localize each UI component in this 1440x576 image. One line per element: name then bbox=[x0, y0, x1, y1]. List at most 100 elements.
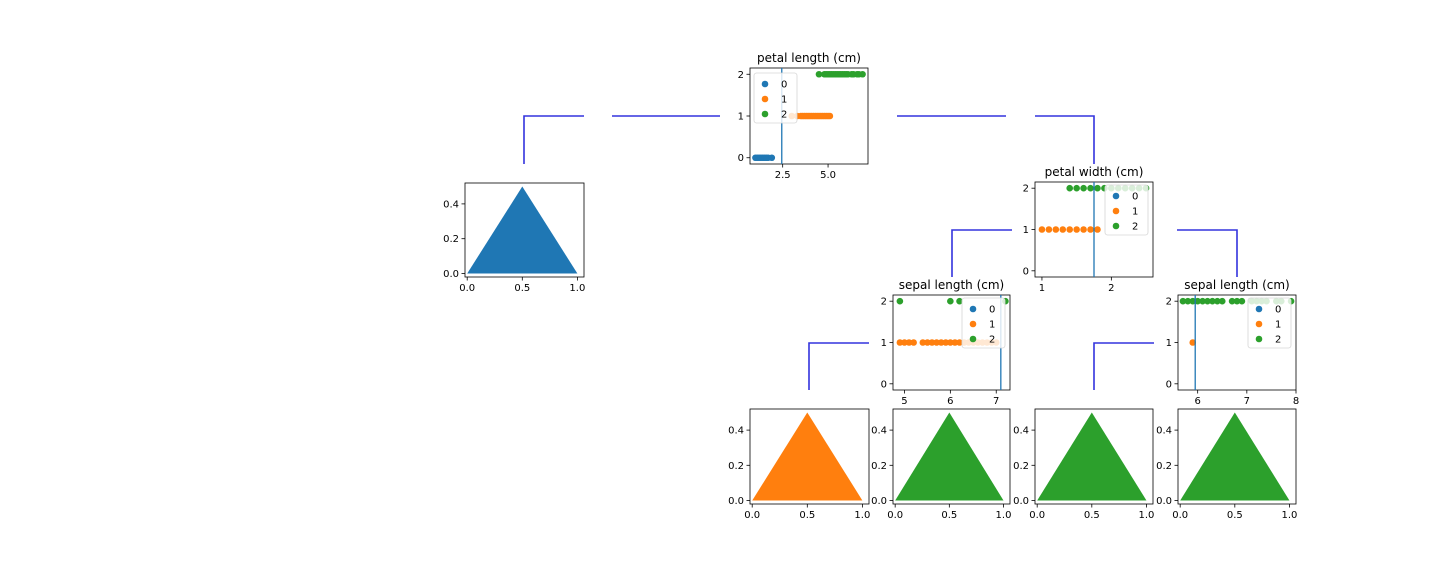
data-point-class-1 bbox=[1189, 339, 1197, 346]
data-point-class-1 bbox=[1038, 226, 1046, 233]
leaf-node-ytick-label: 0.4 bbox=[728, 426, 744, 437]
leaf-node-leaf-n3-left: 0.0 0.5 1.0 0.0 0.2 0.4 bbox=[728, 408, 870, 521]
split-node-xtick-label: 7 bbox=[993, 396, 999, 407]
legend-label-class-2: 2 bbox=[1132, 222, 1138, 233]
leaf-class-triangle bbox=[752, 412, 863, 501]
leaf-node-xtick-label: 1.0 bbox=[1281, 510, 1297, 521]
leaf-node-xtick-label: 0.5 bbox=[514, 283, 530, 294]
data-point-class-1 bbox=[1073, 226, 1080, 233]
split-node-ytick-label: 1 bbox=[1023, 225, 1029, 236]
split-node-ytick-label: 1 bbox=[1166, 338, 1172, 349]
leaf-node-ytick-label: 0.2 bbox=[443, 234, 459, 245]
data-point-class-1 bbox=[826, 112, 834, 120]
split-node-ytick-label: 2 bbox=[1166, 297, 1172, 308]
data-point-class-2 bbox=[815, 70, 823, 78]
split-node-ytick-label: 0 bbox=[738, 153, 744, 164]
leaf-class-triangle bbox=[895, 412, 1004, 501]
data-point-class-1 bbox=[1080, 226, 1087, 233]
leaf-node-ytick-label: 0.2 bbox=[871, 461, 887, 472]
legend-marker-class-1 bbox=[1255, 320, 1263, 328]
data-point-class-2 bbox=[1184, 297, 1192, 305]
data-point-class-2 bbox=[1238, 297, 1246, 305]
legend: 0 1 2 bbox=[753, 72, 798, 124]
legend-marker-class-0 bbox=[1255, 305, 1263, 313]
data-point-class-1 bbox=[937, 339, 945, 346]
data-point-class-1 bbox=[901, 339, 908, 346]
data-point-class-1 bbox=[905, 339, 913, 346]
data-point-class-1 bbox=[910, 339, 917, 346]
data-point-class-1 bbox=[933, 339, 940, 346]
data-point-class-2 bbox=[1214, 297, 1221, 305]
split-node-n3: 5 6 7 0 1 2 sepal length (cm) 0 1 2 bbox=[881, 278, 1011, 407]
leaf-node-xtick-label: 1.0 bbox=[854, 510, 870, 521]
split-node-xtick-label: 8 bbox=[1293, 396, 1299, 407]
data-point-class-2 bbox=[1233, 297, 1241, 305]
data-point-class-1 bbox=[919, 339, 927, 346]
legend-marker-class-2 bbox=[1255, 335, 1263, 343]
leaf-class-triangle bbox=[467, 186, 578, 274]
tree-edge bbox=[523, 115, 584, 164]
leaf-node-xtick-label: 1.0 bbox=[1138, 510, 1154, 521]
split-node-title: petal width (cm) bbox=[1045, 165, 1144, 179]
legend-label-class-0: 0 bbox=[1275, 305, 1281, 316]
legend-marker-class-2 bbox=[761, 110, 769, 118]
data-point-class-2 bbox=[1189, 297, 1197, 305]
split-node-ytick-label: 1 bbox=[738, 112, 744, 123]
leaf-node-xtick-label: 1.0 bbox=[996, 510, 1012, 521]
legend: 0 1 2 bbox=[961, 297, 1006, 349]
data-point-class-1 bbox=[1045, 226, 1053, 233]
legend-frame bbox=[1104, 184, 1149, 236]
split-node-xtick-label: 5.0 bbox=[820, 170, 836, 181]
data-point-class-2 bbox=[1073, 184, 1080, 192]
legend-label-class-0: 0 bbox=[1132, 192, 1138, 203]
tree-edge bbox=[1093, 342, 1154, 390]
legend-marker-class-0 bbox=[761, 80, 769, 88]
split-node-xtick-label: 2 bbox=[1108, 283, 1114, 294]
legend-frame bbox=[1247, 297, 1292, 349]
split-node-ytick-label: 0 bbox=[881, 379, 887, 390]
leaf-node-xtick-label: 0.5 bbox=[1084, 510, 1100, 521]
legend-marker-class-2 bbox=[1112, 222, 1120, 230]
legend-frame bbox=[961, 297, 1006, 349]
split-node-xtick-label: 6 bbox=[947, 396, 953, 407]
split-node-title: sepal length (cm) bbox=[1184, 278, 1289, 292]
tree-edges bbox=[523, 115, 1238, 390]
data-point-class-2 bbox=[1218, 297, 1226, 305]
data-point-class-2 bbox=[947, 297, 954, 305]
data-point-class-2 bbox=[1228, 297, 1236, 305]
leaf-node-xtick-label: 0.0 bbox=[744, 510, 760, 521]
split-node-ytick-label: 2 bbox=[738, 70, 744, 81]
data-point-class-1 bbox=[896, 339, 904, 346]
split-node-ytick-label: 1 bbox=[881, 338, 887, 349]
legend-marker-class-2 bbox=[969, 335, 977, 343]
split-node-ytick-label: 2 bbox=[1023, 184, 1029, 195]
tree-edge bbox=[808, 342, 869, 390]
data-point-class-1 bbox=[956, 339, 963, 346]
legend: 0 1 2 bbox=[1104, 184, 1149, 236]
split-node-ytick-label: 0 bbox=[1166, 379, 1172, 390]
legend-label-class-0: 0 bbox=[989, 305, 995, 316]
data-point-class-2 bbox=[1209, 297, 1216, 305]
leaf-node-ytick-label: 0.2 bbox=[1156, 461, 1172, 472]
split-node-xtick-label: 6 bbox=[1194, 396, 1200, 407]
tree-edge bbox=[1035, 115, 1095, 164]
split-node-ytick-label: 0 bbox=[1023, 266, 1029, 277]
leaf-node-xtick-label: 0.0 bbox=[1172, 510, 1188, 521]
legend-label-class-2: 2 bbox=[1275, 335, 1281, 346]
data-point-class-1 bbox=[1087, 226, 1094, 233]
data-point-class-1 bbox=[1059, 226, 1067, 233]
leaf-node-leaf-n4-right: 0.0 0.5 1.0 0.0 0.2 0.4 bbox=[1156, 408, 1297, 521]
tree-edge bbox=[1177, 229, 1238, 277]
data-point-class-1 bbox=[1094, 226, 1101, 233]
tree-edge bbox=[951, 229, 1012, 277]
leaf-node-leaf-n4-left: 0.0 0.5 1.0 0.0 0.2 0.4 bbox=[1013, 408, 1154, 521]
split-node-xtick-label: 2.5 bbox=[775, 170, 791, 181]
split-node-root: 2.5 5.0 0 1 2 petal length (cm) 0 1 2 bbox=[738, 51, 869, 181]
leaf-node-xtick-label: 0.5 bbox=[799, 510, 815, 521]
split-node-ytick-label: 2 bbox=[881, 297, 887, 308]
data-point-class-1 bbox=[942, 339, 950, 346]
leaf-node-ytick-label: 0.4 bbox=[1013, 426, 1029, 437]
legend-label-class-1: 1 bbox=[1275, 320, 1281, 331]
legend-label-class-1: 1 bbox=[1132, 207, 1138, 218]
